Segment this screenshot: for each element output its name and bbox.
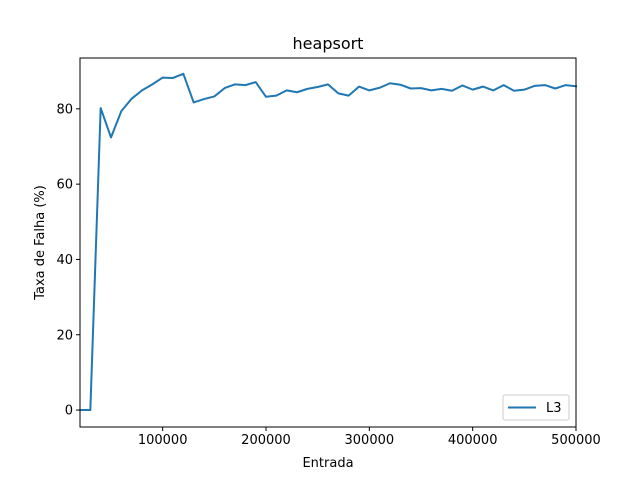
ticks-layer: 100000 200000 300000 400000 500000 0 20 40 60 80 bbox=[56, 102, 600, 448]
legend-label-l3: L3 bbox=[546, 401, 562, 416]
plot-area bbox=[80, 58, 576, 427]
y-axis-label: Taxa de Falha (%) bbox=[33, 185, 48, 301]
legend: L3 bbox=[502, 394, 570, 421]
series-line-l3 bbox=[79, 72, 578, 412]
y-tick-label: 0 bbox=[65, 404, 73, 419]
y-tick-label: 20 bbox=[56, 328, 73, 343]
y-tick-label: 80 bbox=[56, 102, 73, 117]
series-layer bbox=[79, 72, 578, 412]
chart-title: heapsort bbox=[293, 34, 364, 53]
y-tick-label: 60 bbox=[56, 178, 73, 193]
x-tick-label: 300000 bbox=[345, 433, 395, 448]
x-tick-label: 500000 bbox=[551, 433, 601, 448]
x-tick-label: 200000 bbox=[241, 433, 291, 448]
y-tick-label: 40 bbox=[56, 253, 73, 268]
x-axis-label: Entrada bbox=[302, 456, 353, 471]
plot-frame bbox=[79, 57, 577, 428]
x-tick-label: 100000 bbox=[138, 433, 188, 448]
x-tick-label: 400000 bbox=[448, 433, 498, 448]
